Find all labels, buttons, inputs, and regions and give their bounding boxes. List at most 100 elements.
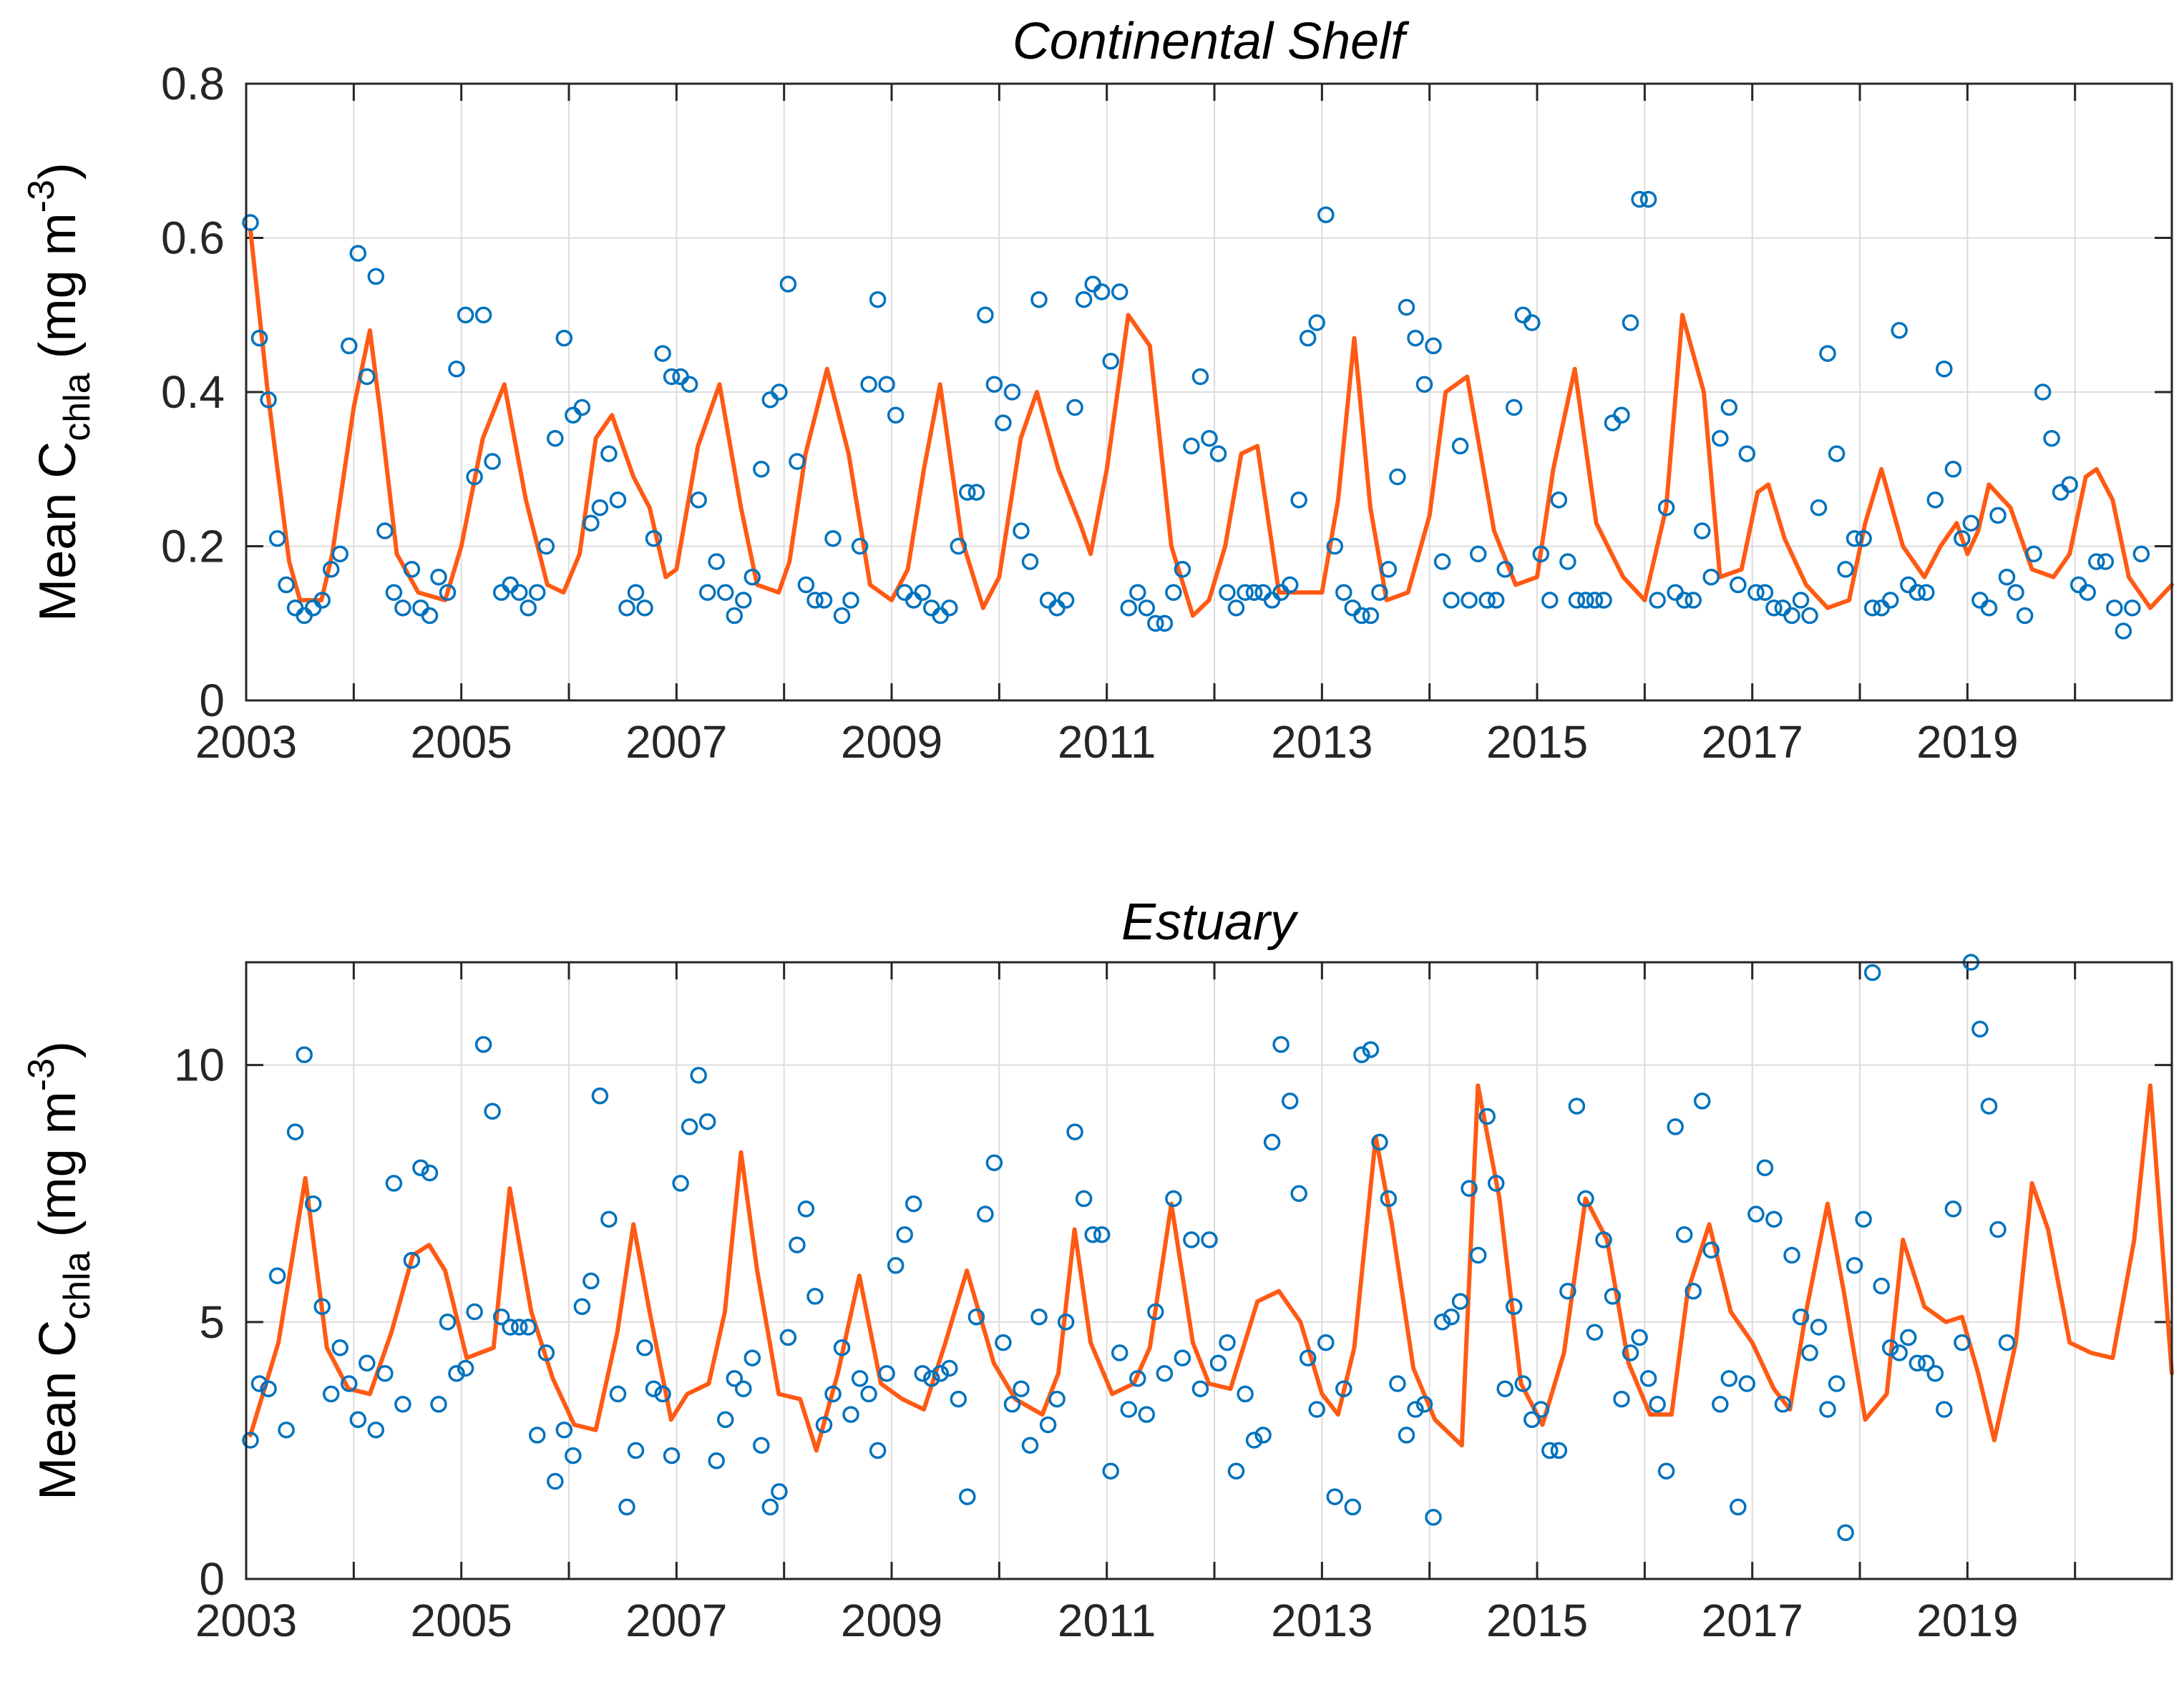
- data-point: [1487, 592, 1505, 609]
- data-point: [385, 584, 403, 601]
- x-tick-label: 2015: [1486, 716, 1588, 768]
- data-point: [1353, 607, 1370, 625]
- data-point: [896, 1226, 913, 1243]
- data-point: [690, 492, 707, 509]
- data-point: [430, 1396, 447, 1413]
- data-point: [1837, 1524, 1854, 1542]
- data-point: [484, 453, 501, 470]
- data-point: [1756, 1159, 1774, 1177]
- data-point: [1559, 553, 1576, 570]
- data-point: [1048, 1390, 1066, 1408]
- data-point: [1443, 592, 1460, 609]
- data-point: [304, 1195, 322, 1213]
- x-tick-label: 2009: [841, 716, 942, 768]
- data-point: [1120, 599, 1138, 617]
- data-point: [349, 1411, 367, 1429]
- data-point: [1433, 553, 1451, 570]
- data-point: [1371, 1133, 1388, 1151]
- data-point: [260, 391, 277, 409]
- data-point: [779, 275, 797, 293]
- data-point: [394, 599, 411, 617]
- data-point: [1138, 1406, 1156, 1423]
- data-point: [1183, 1231, 1200, 1248]
- data-point: [528, 1427, 546, 1444]
- data-point: [726, 1370, 744, 1387]
- data-point: [618, 1498, 635, 1516]
- data-point: [842, 592, 859, 609]
- x-tick-label: 2003: [195, 716, 297, 768]
- data-point: [1846, 1257, 1863, 1274]
- data-point: [1819, 1401, 1836, 1418]
- data-point: [1595, 1231, 1612, 1248]
- data-point: [510, 1319, 528, 1336]
- data-point: [1667, 1118, 1684, 1135]
- data-point: [1478, 1108, 1496, 1125]
- y-label-close: ): [29, 1041, 87, 1058]
- data-point: [923, 1370, 940, 1387]
- data-point: [1720, 1370, 1738, 1387]
- data-point: [1980, 599, 1998, 617]
- data-point: [394, 1396, 411, 1413]
- data-point: [1550, 1442, 1568, 1459]
- data-point: [941, 1359, 958, 1377]
- data-point: [1639, 1370, 1657, 1387]
- data-point: [1156, 615, 1174, 632]
- data-point: [1147, 615, 1164, 632]
- data-point: [331, 545, 348, 563]
- data-point: [582, 514, 600, 532]
- data-point: [1801, 1344, 1818, 1361]
- data-point: [1102, 1462, 1119, 1480]
- data-point: [1657, 1462, 1675, 1480]
- data-point: [1496, 561, 1513, 578]
- x-tick-label: 2007: [625, 1595, 727, 1646]
- data-point: [887, 1257, 905, 1274]
- data-point: [1451, 437, 1469, 455]
- data-point: [1936, 360, 1953, 378]
- data-point: [1138, 599, 1156, 617]
- data-point: [698, 584, 716, 601]
- data-point: [609, 1385, 627, 1403]
- data-point: [1066, 1123, 1083, 1140]
- data-point: [860, 376, 877, 393]
- y-tick-label: 0.2: [161, 521, 225, 572]
- data-point: [1174, 1349, 1191, 1366]
- data-point: [1649, 592, 1666, 609]
- data-point: [1326, 1488, 1344, 1505]
- data-point: [2097, 553, 2115, 570]
- data-point: [1783, 1246, 1800, 1264]
- data-point: [1792, 592, 1810, 609]
- data-point: [1855, 1211, 1872, 1228]
- data-point: [716, 584, 734, 601]
- data-point: [851, 537, 869, 555]
- data-point: [1219, 1334, 1236, 1351]
- data-point: [860, 1385, 877, 1403]
- x-tick-label: 2003: [195, 1595, 297, 1646]
- data-point: [878, 1364, 895, 1382]
- data-point: [1944, 461, 1962, 478]
- data-point: [869, 1442, 887, 1459]
- y-axis-label: Mean Cchla (mg m-3): [21, 1041, 98, 1500]
- data-point: [824, 529, 842, 547]
- data-point: [1281, 576, 1299, 594]
- data-point: [950, 537, 967, 555]
- data-point: [977, 1206, 994, 1223]
- data-point: [681, 376, 698, 393]
- data-point: [341, 337, 358, 355]
- data-point: [636, 599, 653, 617]
- data-point: [1003, 383, 1021, 401]
- data-point: [1765, 599, 1783, 617]
- y-label-close: ): [29, 162, 87, 180]
- data-point: [1783, 607, 1800, 625]
- data-point: [1469, 545, 1487, 563]
- y-tick-labels: 0 0.2 0.4 0.6 0.8: [161, 58, 225, 726]
- data-point: [1738, 1375, 1756, 1392]
- data-point: [1998, 568, 2016, 586]
- data-point: [1631, 190, 1648, 208]
- data-point: [1425, 337, 1442, 355]
- data-point: [520, 1319, 537, 1336]
- data-point: [1263, 1133, 1281, 1151]
- data-point: [1183, 437, 1200, 455]
- data-point: [1863, 964, 1881, 982]
- y-label-unit: (mg m: [29, 1091, 87, 1251]
